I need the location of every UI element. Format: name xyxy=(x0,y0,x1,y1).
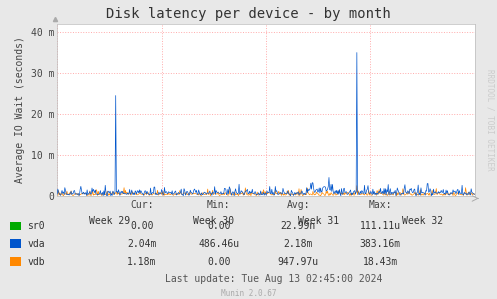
Text: 1.18m: 1.18m xyxy=(127,257,157,267)
Text: 2.18m: 2.18m xyxy=(283,239,313,249)
Text: 18.43m: 18.43m xyxy=(363,257,398,267)
Text: Last update: Tue Aug 13 02:45:00 2024: Last update: Tue Aug 13 02:45:00 2024 xyxy=(165,274,382,284)
Text: Week 30: Week 30 xyxy=(193,216,234,226)
Text: sr0: sr0 xyxy=(27,221,45,231)
Text: Munin 2.0.67: Munin 2.0.67 xyxy=(221,289,276,298)
Text: Week 31: Week 31 xyxy=(298,216,338,226)
Text: 111.11u: 111.11u xyxy=(360,221,401,231)
Text: 2.04m: 2.04m xyxy=(127,239,157,249)
Text: 486.46u: 486.46u xyxy=(198,239,239,249)
Text: Avg:: Avg: xyxy=(286,200,310,210)
Text: Week 29: Week 29 xyxy=(89,216,130,226)
Y-axis label: Average IO Wait (seconds): Average IO Wait (seconds) xyxy=(15,36,25,183)
Text: RRDTOOL / TOBI OETIKER: RRDTOOL / TOBI OETIKER xyxy=(486,69,495,170)
Text: Max:: Max: xyxy=(368,200,392,210)
Text: 0.00: 0.00 xyxy=(207,221,231,231)
Text: 22.99n: 22.99n xyxy=(281,221,316,231)
Text: 0.00: 0.00 xyxy=(130,221,154,231)
Text: Disk latency per device - by month: Disk latency per device - by month xyxy=(106,7,391,22)
Text: Cur:: Cur: xyxy=(130,200,154,210)
Text: Week 32: Week 32 xyxy=(402,216,443,226)
Text: Min:: Min: xyxy=(207,200,231,210)
Text: 383.16m: 383.16m xyxy=(360,239,401,249)
Text: 0.00: 0.00 xyxy=(207,257,231,267)
Text: vda: vda xyxy=(27,239,45,249)
Text: vdb: vdb xyxy=(27,257,45,267)
Text: 947.97u: 947.97u xyxy=(278,257,319,267)
